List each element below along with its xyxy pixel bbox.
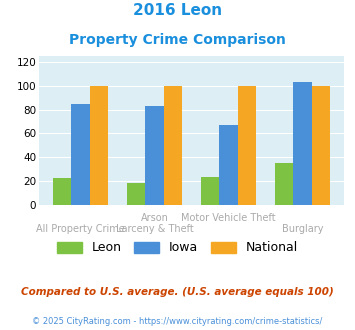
Bar	[312, 86, 331, 205]
Text: 2016 Leon: 2016 Leon	[133, 3, 222, 18]
Text: All Property Crime: All Property Crime	[36, 224, 125, 234]
Bar	[71, 104, 90, 205]
Bar	[238, 86, 256, 205]
Bar	[201, 177, 219, 205]
Text: © 2025 CityRating.com - https://www.cityrating.com/crime-statistics/: © 2025 CityRating.com - https://www.city…	[32, 317, 323, 326]
Bar	[146, 106, 164, 205]
Bar	[294, 82, 312, 205]
Bar	[90, 86, 108, 205]
Text: Arson: Arson	[141, 213, 169, 223]
Text: Compared to U.S. average. (U.S. average equals 100): Compared to U.S. average. (U.S. average …	[21, 287, 334, 297]
Bar	[219, 125, 238, 205]
Bar	[53, 179, 71, 205]
Legend: Leon, Iowa, National: Leon, Iowa, National	[52, 236, 303, 259]
Bar	[127, 183, 146, 205]
Bar	[164, 86, 182, 205]
Text: Larceny & Theft: Larceny & Theft	[116, 224, 193, 234]
Text: Burglary: Burglary	[282, 224, 323, 234]
Text: Property Crime Comparison: Property Crime Comparison	[69, 33, 286, 47]
Bar	[275, 163, 294, 205]
Text: Motor Vehicle Theft: Motor Vehicle Theft	[181, 213, 276, 223]
